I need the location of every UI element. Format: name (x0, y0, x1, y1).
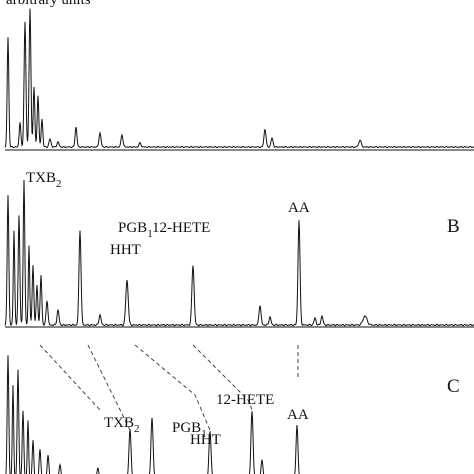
peak-label: PGB1 (118, 220, 153, 240)
peak-label-sub: 1 (201, 428, 207, 440)
peak-label-text: HHT (110, 242, 141, 258)
chromatogram-trace (4, 8, 474, 149)
chromatogram-trace (4, 179, 474, 327)
peak-label: AA (288, 200, 310, 216)
panel-letter: B (447, 216, 460, 237)
peak-label: PGB1 (172, 420, 207, 440)
peak-label: HHT (190, 432, 221, 448)
peak-label-text: AA (287, 407, 309, 423)
peak-label-sub: 2 (56, 178, 62, 190)
peak-label-text: AA (288, 200, 310, 216)
peak-label-sub: 1 (147, 228, 153, 240)
peak-label-text: HHT (190, 432, 221, 448)
peak-label: 12-HETE (152, 220, 210, 236)
peak-label-sub: 2 (134, 423, 140, 435)
peak-label: HHT (110, 242, 141, 258)
peak-label-text: TXB (26, 170, 56, 186)
chromatogram-trace (5, 355, 300, 474)
panel-letter: C (447, 376, 460, 397)
peak-label: TXB2 (104, 415, 140, 435)
peak-label: TXB2 (26, 170, 62, 190)
peak-label-text: PGB (118, 220, 147, 236)
axis-label: arbitrary units (6, 0, 91, 8)
peak-label: AA (287, 407, 309, 423)
peak-label-text: PGB (172, 420, 201, 436)
peak-label: 12-HETE (216, 392, 274, 408)
peak-label-text: 12-HETE (216, 392, 274, 408)
peak-label-text: TXB (104, 415, 134, 431)
peak-label-text: 12-HETE (152, 220, 210, 236)
dashed-guides (39, 344, 299, 431)
